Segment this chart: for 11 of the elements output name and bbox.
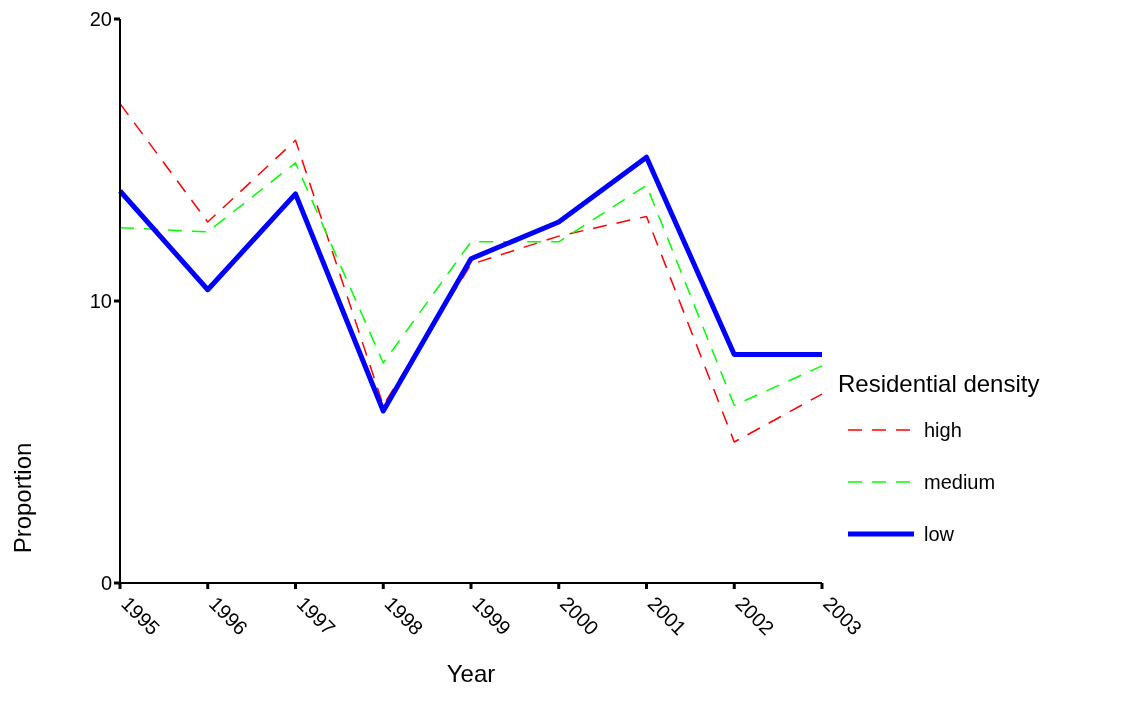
legend-title: Residential density xyxy=(838,370,1041,398)
x-axis-title: Year xyxy=(445,660,497,688)
x-tick-label: 1997 xyxy=(292,592,340,640)
legend-label: low xyxy=(924,522,955,546)
legend-label: medium xyxy=(924,470,996,494)
y-axis-title: Proportion xyxy=(9,442,37,554)
legend-label: high xyxy=(924,418,962,442)
y-tick-label: 10 xyxy=(89,290,112,313)
y-tick-label: 20 xyxy=(89,8,112,31)
y-tick-label: 0 xyxy=(100,572,112,595)
line-series xyxy=(119,102,823,443)
